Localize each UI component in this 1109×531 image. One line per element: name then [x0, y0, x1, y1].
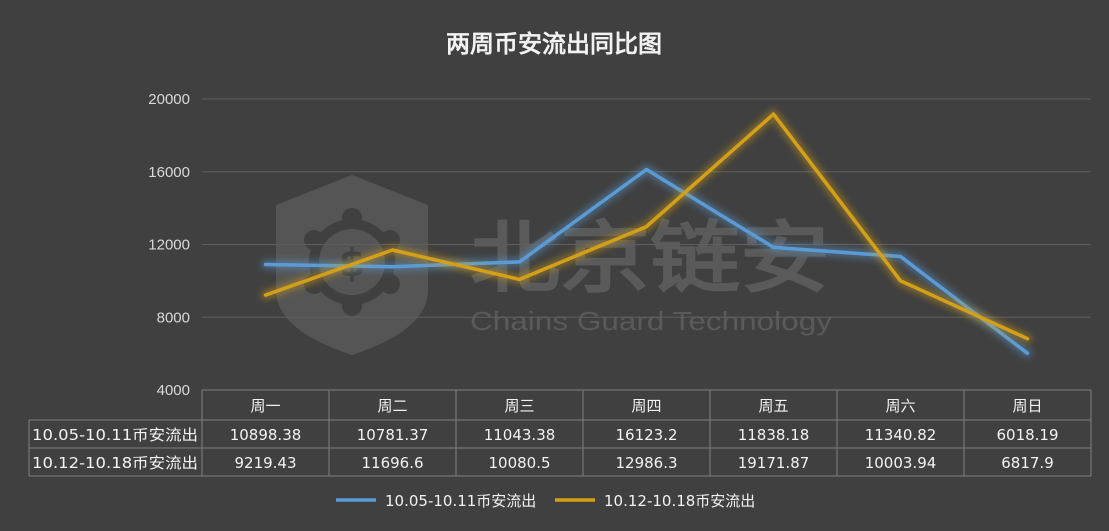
series-lines [261, 109, 1032, 358]
data-label: 6018.19 [996, 426, 1058, 444]
data-label: 9219.43 [234, 454, 296, 472]
watermark-subtitle: Chains Guard Technology [470, 306, 832, 336]
y-tick-label: 20000 [148, 91, 190, 108]
y-axis: 4000 8000 12000 16000 20000 [148, 91, 190, 399]
legend-label: 10.12-10.18币安流出 [604, 492, 755, 510]
y-tick-label: 4000 [157, 382, 190, 399]
data-label: 11340.82 [865, 426, 937, 444]
x-tick-label: 周二 [377, 397, 407, 415]
x-tick-label: 周四 [631, 397, 661, 415]
legend-label: 10.05-10.11币安流出 [385, 492, 536, 510]
x-tick-label: 周一 [250, 397, 280, 415]
y-tick-label: 12000 [148, 237, 190, 254]
data-label: 16123.2 [615, 426, 677, 444]
data-label: 11838.18 [738, 426, 810, 444]
table-row-label: 10.12-10.18币安流出 [32, 454, 198, 472]
series-line [263, 167, 1030, 356]
table-row-label: 10.05-10.11币安流出 [32, 426, 198, 444]
series-line [263, 112, 1030, 341]
chart-title: 两周币安流出同比图 [446, 30, 662, 58]
data-label: 11043.38 [484, 426, 556, 444]
data-label: 6817.9 [1001, 454, 1054, 472]
data-label: 10080.5 [488, 454, 550, 472]
y-tick-label: 8000 [157, 309, 190, 326]
x-tick-label: 周日 [1012, 397, 1042, 415]
x-tick-label: 周六 [885, 397, 915, 415]
x-tick-label: 周三 [504, 397, 534, 415]
data-label: 12986.3 [615, 454, 677, 472]
legend: 10.05-10.11币安流出 10.12-10.18币安流出 [336, 492, 755, 510]
data-label: 19171.87 [738, 454, 810, 472]
data-label: 10781.37 [357, 426, 429, 444]
data-label: 11696.6 [361, 454, 423, 472]
x-tick-label: 周五 [758, 397, 788, 415]
data-table: 周一 周二 周三 周四 周五 周六 周日 10.05-10.11币安流出 10898.38 107… [28, 389, 1092, 477]
y-tick-label: 16000 [148, 164, 190, 181]
data-label: 10003.94 [865, 454, 937, 472]
data-label: 10898.38 [230, 426, 302, 444]
